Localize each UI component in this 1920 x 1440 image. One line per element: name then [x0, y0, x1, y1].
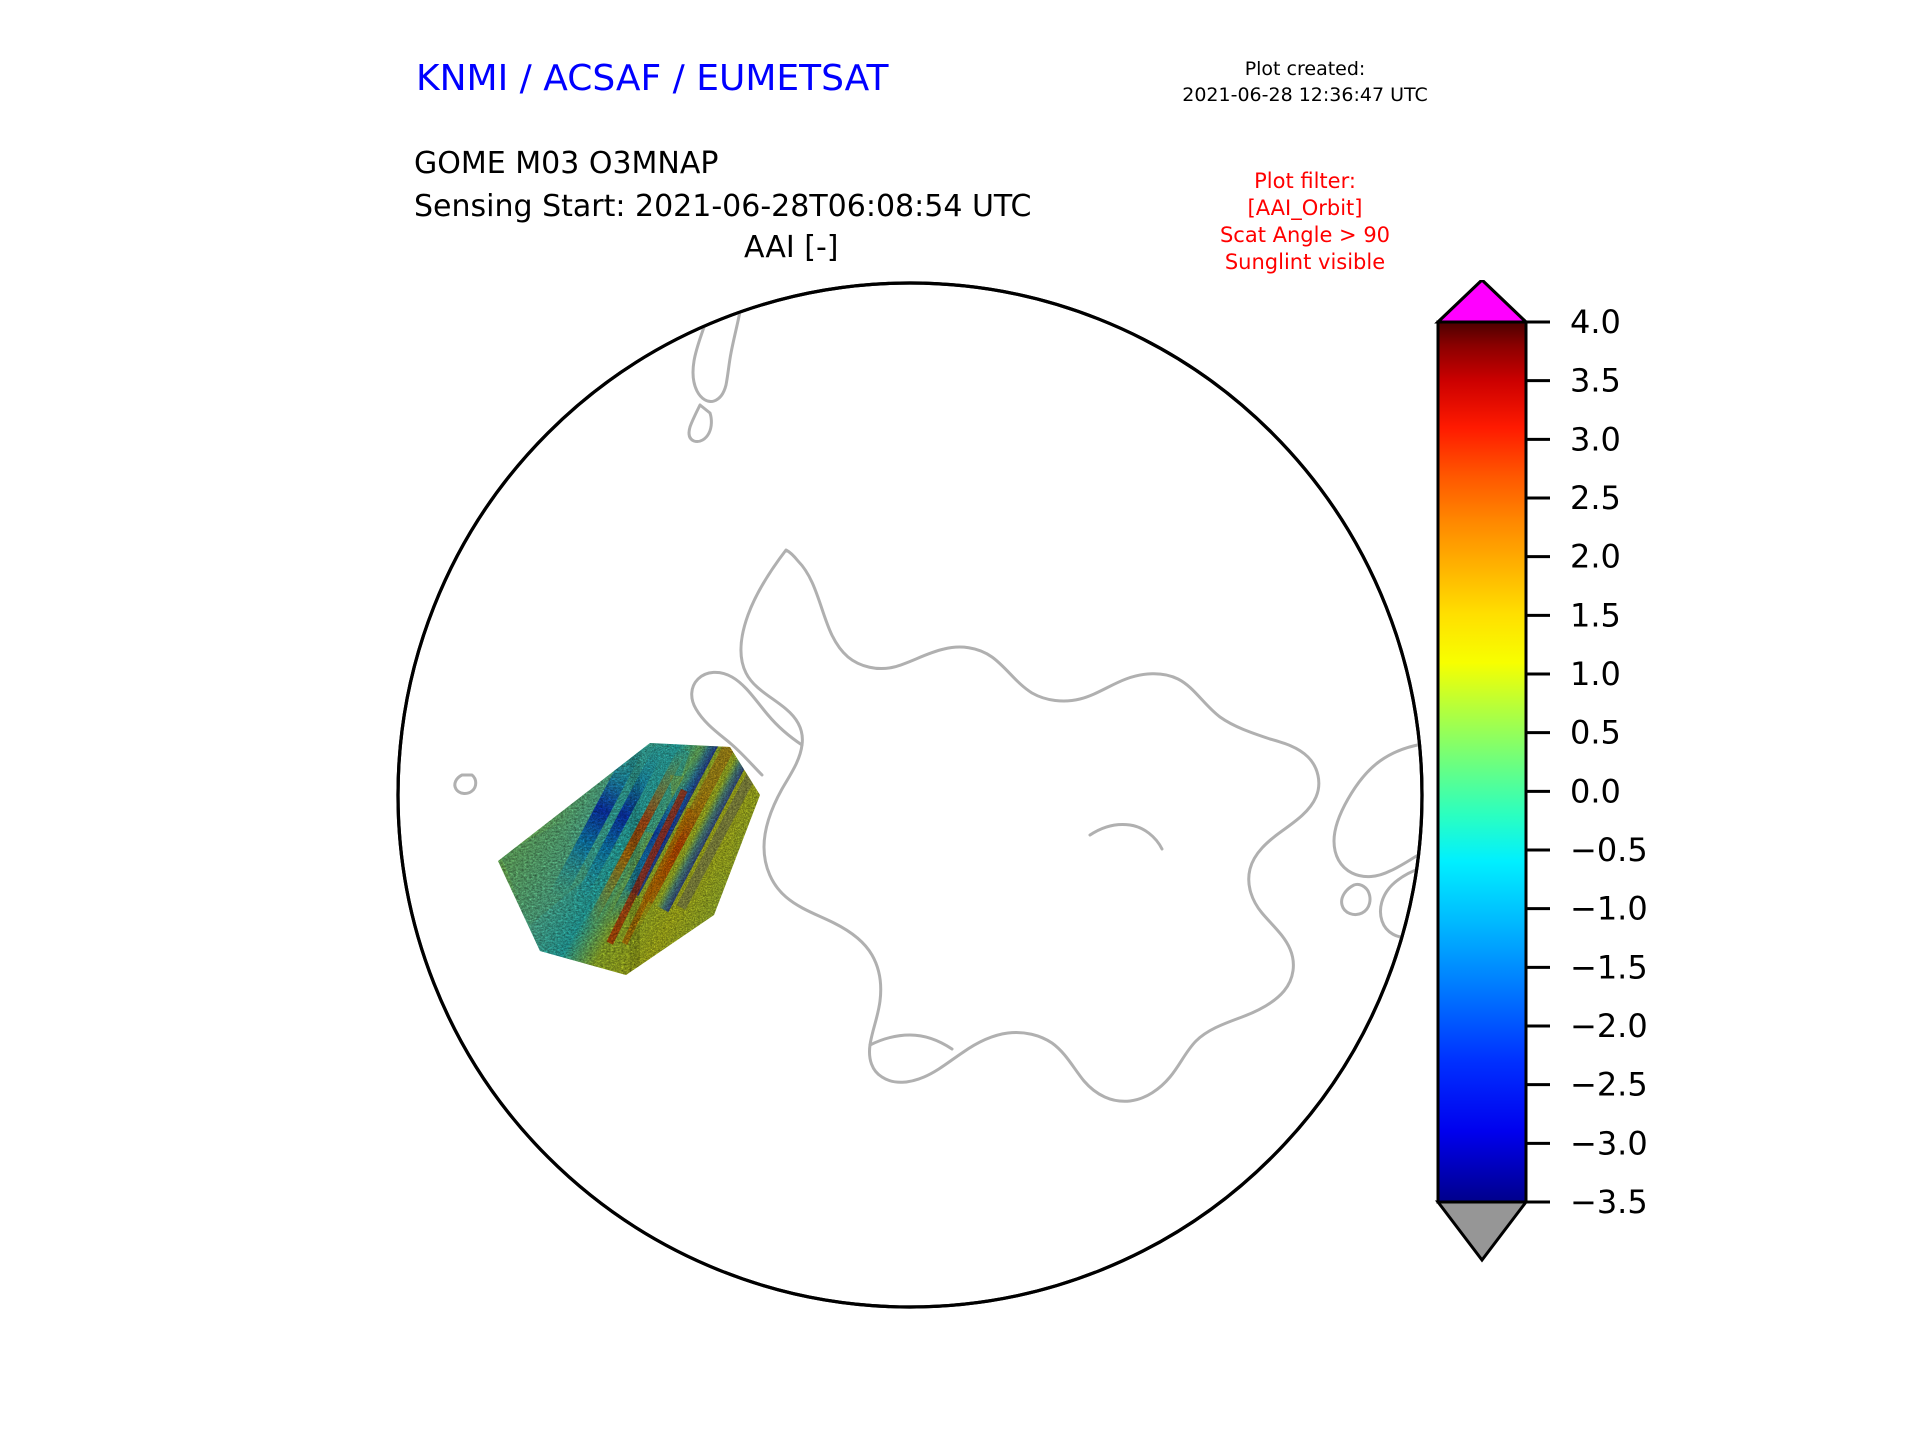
globe-boundary-outline [396, 281, 1424, 1309]
colorbar-tick-label: 1.5 [1570, 596, 1621, 634]
map-svg [396, 281, 1424, 1309]
colorbar-tick-label: −1.0 [1570, 890, 1648, 928]
plot-filter-sunglint: Sunglint visible [1224, 250, 1386, 274]
plot-created-timestamp: 2021-06-28 12:36:47 UTC [1182, 84, 1428, 106]
sensing-start: Sensing Start: 2021-06-28T06:08:54 UTC [414, 189, 1032, 224]
plot-filter-block: Plot filter: [AAI_Orbit] Scat Angle > 90… [1175, 168, 1435, 276]
colorbar-tick-label: −0.5 [1570, 831, 1648, 869]
colorbar-tick-label: 2.5 [1570, 479, 1621, 517]
colorbar-tick-label: −2.5 [1570, 1066, 1648, 1104]
variable-label: AAI [-] [744, 230, 839, 265]
plot-filter-scat-angle: Scat Angle > 90 [1219, 223, 1391, 247]
polar-map [390, 275, 1430, 1315]
colorbar-tick-label: 0.5 [1570, 714, 1621, 752]
coastline-australia [1332, 741, 1422, 879]
plot-filter-label: Plot filter: [1254, 169, 1356, 193]
plot-created-block: Plot created: 2021-06-28 12:36:47 UTC [1160, 56, 1450, 108]
colorbar-tick-label: 2.0 [1570, 538, 1621, 576]
colorbar-tick-label: 4.0 [1570, 303, 1621, 341]
colorbar-tick-label: 3.0 [1570, 420, 1621, 458]
colorbar-ticks: 4.0 3.5 3.0 2.5 2.0 1.5 1.0 0.5 0.0 −0.5 −1.0 −1.5 −… [1526, 303, 1648, 1221]
globe-boundary-circle [396, 281, 1424, 1309]
coastline-tierra-del-fuego [687, 403, 713, 443]
colorbar-gradient-bar [1436, 320, 1528, 1204]
colorbar-tick-label: 1.0 [1570, 655, 1621, 693]
coastline-small-island-west [453, 773, 478, 795]
colorbar-tick-label: 3.5 [1570, 362, 1621, 400]
coastline-antarctic-peninsula [690, 670, 804, 777]
organisation-title: KNMI / ACSAF / EUMETSAT [416, 58, 889, 99]
colorbar-under-arrow [1434, 1200, 1530, 1263]
colorbar-svg: 4.0 3.5 3.0 2.5 2.0 1.5 1.0 0.5 0.0 −0.5 −1.0 −1.5 −… [1434, 280, 1648, 1263]
colorbar-tick-label: −3.5 [1570, 1183, 1648, 1221]
product-name: GOME M03 O3MNAP [414, 146, 719, 181]
coastline-falkland-islands [558, 357, 589, 388]
colorbar-tick-label: −2.0 [1570, 1007, 1648, 1045]
plot-created-label: Plot created: [1244, 58, 1366, 80]
product-title-block: GOME M03 O3MNAP Sensing Start: 2021-06-2… [414, 142, 1031, 228]
colorbar-over-arrow-shape [1434, 280, 1530, 324]
coastline-ross-sea-detail [868, 1033, 954, 1051]
colorbar-tick-label: −3.0 [1570, 1124, 1648, 1162]
colorbar-tick-label: 0.0 [1570, 772, 1621, 810]
coastline-weddell-detail [1088, 823, 1164, 851]
coastline-antarctica-mainland [739, 548, 1321, 1103]
colorbar-tick-label: −1.5 [1570, 948, 1648, 986]
coastline-tasmania [1340, 882, 1372, 917]
plot-filter-name: [AAI_Orbit] [1247, 196, 1363, 220]
colorbar: 4.0 3.5 3.0 2.5 2.0 1.5 1.0 0.5 0.0 −0.5 −1.0 −1.5 −… [1430, 280, 1890, 1310]
